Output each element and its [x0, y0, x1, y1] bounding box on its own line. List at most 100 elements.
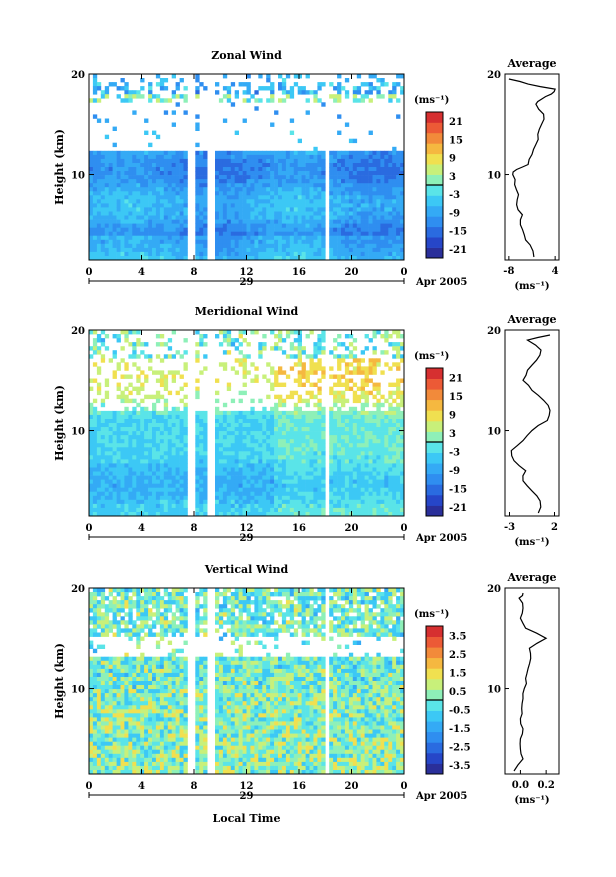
heatmap-cell — [203, 207, 207, 211]
heatmap-cell — [373, 163, 377, 167]
heatmap-cell — [101, 151, 105, 155]
heatmap-cell — [262, 415, 266, 419]
heatmap-cell — [89, 191, 93, 195]
heatmap-cell — [396, 435, 400, 439]
heatmap-cell — [310, 383, 314, 387]
heatmap-cell — [144, 379, 148, 383]
heatmap-cell — [274, 375, 278, 379]
heatmap-cell — [89, 415, 93, 419]
heatmap-cell — [184, 151, 188, 155]
heatmap-cell — [357, 366, 361, 370]
heatmap-cell — [341, 455, 345, 459]
heatmap-cell — [254, 228, 258, 232]
heatmap-cell — [109, 480, 113, 484]
heatmap-cell — [160, 480, 164, 484]
heatmap-cell — [117, 423, 121, 427]
heatmap-cell — [152, 395, 156, 399]
heatmap-cell — [239, 455, 243, 459]
heatmap-cell — [199, 411, 203, 415]
heatmap-cell — [357, 419, 361, 423]
heatmap-cell — [286, 236, 290, 240]
heatmap-cell — [365, 451, 369, 455]
heatmap-cell — [128, 183, 132, 187]
heatmap-cell — [353, 212, 357, 216]
heatmap-cell — [105, 94, 109, 98]
heatmap-cell — [156, 476, 160, 480]
heatmap-cell — [306, 252, 310, 256]
heatmap-cell — [199, 484, 203, 488]
heatmap-cell — [388, 455, 392, 459]
heatmap-cell — [105, 179, 109, 183]
heatmap-cell — [164, 484, 168, 488]
heatmap-cell — [132, 94, 136, 98]
heatmap-cell — [266, 151, 270, 155]
heatmap-cell — [270, 151, 274, 155]
heatmap-cell — [278, 431, 282, 435]
heatmap-cell — [152, 468, 156, 472]
heatmap-cell — [353, 183, 357, 187]
heatmap-cell — [231, 476, 235, 480]
heatmap-cell — [392, 472, 396, 476]
heatmap-cell — [388, 508, 392, 512]
heatmap-cell — [215, 187, 219, 191]
heatmap-cell — [124, 159, 128, 163]
heatmap-cell — [93, 155, 97, 159]
heatmap-cell — [337, 244, 341, 248]
heatmap-cell — [361, 236, 365, 240]
heatmap-cell — [294, 224, 298, 228]
heatmap-cell — [184, 159, 188, 163]
heatmap-cell — [310, 179, 314, 183]
heatmap-cell — [369, 500, 373, 504]
heatmap-cell — [278, 155, 282, 159]
heatmap-cell — [93, 183, 97, 187]
heatmap-cell — [144, 155, 148, 159]
heatmap-cell — [124, 232, 128, 236]
heatmap-cell — [152, 484, 156, 488]
heatmap-cell — [392, 362, 396, 366]
heatmap-cell — [124, 488, 128, 492]
heatmap-cell — [156, 228, 160, 232]
heatmap-cell — [282, 338, 286, 342]
heatmap-cell — [203, 423, 207, 427]
heatmap-cell — [195, 123, 199, 127]
y-axis-label: Height (km) — [53, 129, 66, 205]
heatmap-cell — [231, 171, 235, 175]
heatmap-cell — [290, 179, 294, 183]
heatmap-cell — [376, 330, 380, 334]
heatmap-cell — [337, 179, 341, 183]
heatmap-cell — [266, 439, 270, 443]
heatmap-cell — [227, 451, 231, 455]
heatmap-cell — [258, 346, 262, 350]
heatmap-cell — [109, 252, 113, 256]
heatmap-cell — [172, 504, 176, 508]
heatmap-cell — [373, 330, 377, 334]
heatmap-cell — [140, 94, 144, 98]
heatmap-cell — [353, 248, 357, 252]
heatmap-cell — [388, 419, 392, 423]
heatmap-cell — [361, 379, 365, 383]
heatmap-cell — [247, 472, 251, 476]
heatmap-cell — [250, 500, 254, 504]
heatmap-cell — [160, 504, 164, 508]
heatmap-cell — [361, 159, 365, 163]
heatmap-cell — [195, 167, 199, 171]
heatmap-cell — [317, 403, 321, 407]
heatmap-cell — [369, 496, 373, 500]
heatmap-cell — [254, 459, 258, 463]
heatmap-cell — [199, 480, 203, 484]
heatmap-cell — [369, 240, 373, 244]
heatmap-cell — [388, 191, 392, 195]
heatmap-cell — [321, 508, 325, 512]
heatmap-cell — [313, 496, 317, 500]
heatmap-cell — [262, 427, 266, 431]
heatmap-cell — [93, 90, 97, 94]
heatmap-cell — [349, 139, 353, 143]
heatmap-cell — [105, 492, 109, 496]
heatmap-cell — [306, 179, 310, 183]
y-tick-label: 20 — [71, 70, 85, 81]
heatmap-cell — [195, 236, 199, 240]
heatmap-cell — [219, 155, 223, 159]
heatmap-cell — [184, 480, 188, 484]
colorbar-swatch — [426, 154, 443, 165]
average-line — [511, 335, 550, 513]
